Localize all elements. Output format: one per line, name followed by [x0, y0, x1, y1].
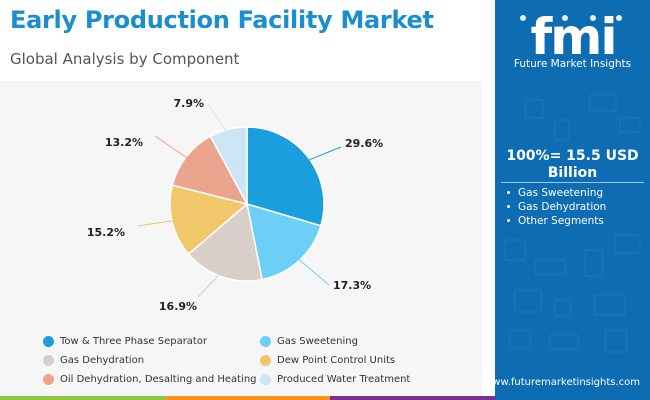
data-label-2: 16.9%	[159, 300, 197, 313]
logo-text: fmi	[531, 10, 616, 58]
legend-item-dew-point-control-units: Dew Point Control Units	[260, 355, 396, 366]
legend-label: Produced Water Treatment	[277, 374, 411, 385]
legend-item-produced-water-treatment: Produced Water Treatment	[260, 374, 411, 385]
segment-item: Other Segments	[503, 214, 606, 228]
logo-tagline: Future Market Insights	[513, 58, 632, 70]
legend-swatch	[43, 374, 54, 385]
legend-swatch	[260, 336, 271, 347]
legend-label: Oil Dehydration, Desalting and Heating	[60, 374, 257, 385]
legend-swatch	[260, 374, 271, 385]
website-link[interactable]: www.futuremarketinsights.com	[495, 377, 640, 388]
legend-label: Tow & Three Phase Separator	[60, 336, 208, 347]
data-label-3: 15.2%	[87, 226, 125, 239]
leader-line-4	[154, 135, 193, 163]
market-total-label: 100%= 15.5 USD Billion	[506, 148, 639, 181]
legend-item-tow-three-phase-separator: Tow & Three Phase Separator	[43, 336, 208, 347]
legend-label: Dew Point Control Units	[277, 355, 396, 366]
leader-line-1	[293, 254, 330, 286]
data-label-1: 17.3%	[333, 279, 371, 292]
sidebar: fmi Future Market Insights 100%= 15.5 US…	[495, 0, 650, 400]
legend-item-gas-dehydration: Gas Dehydration	[43, 355, 145, 366]
background-pattern	[504, 94, 641, 353]
legend-swatch	[43, 336, 54, 347]
bottom-bar-orange	[165, 396, 330, 400]
data-label-5: 7.9%	[173, 97, 204, 110]
leader-line-0	[302, 146, 342, 164]
bottom-bar-green	[0, 396, 165, 400]
bullet-icon	[507, 190, 510, 194]
leaf-icon	[520, 15, 526, 21]
figure-icon	[590, 15, 596, 21]
legend-swatch	[260, 355, 271, 366]
pie-slice-0	[246, 126, 325, 227]
legend-item-oil-dehydration: Oil Dehydration, Desalting and Heating	[43, 374, 257, 385]
market-total: 100%= 15.5 USD Billion	[495, 148, 650, 182]
segment-list: Gas Sweetening Gas Dehydration Other Seg…	[503, 186, 606, 228]
divider	[501, 182, 644, 183]
pie-slice-2	[187, 202, 264, 282]
pie-slice-3	[169, 184, 249, 256]
drop-icon	[562, 15, 568, 21]
legend-label: Gas Sweetening	[277, 336, 358, 347]
pie-chart: 29.6% 17.3% 16.9% 15.2% 13.2% 7.9%	[87, 97, 383, 313]
leader-line-5	[207, 103, 231, 138]
fmi-logo: fmi	[520, 10, 622, 58]
data-label-4: 13.2%	[105, 136, 143, 149]
page-subtitle: Global Analysis by Component	[10, 50, 240, 68]
pie-slice-1	[246, 202, 322, 281]
globe-icon	[616, 15, 622, 21]
bullet-icon	[507, 218, 510, 222]
legend-item-gas-sweetening: Gas Sweetening	[260, 336, 358, 347]
legend-swatch	[43, 355, 54, 366]
leader-line-3	[137, 219, 180, 227]
pie-slice-5	[209, 126, 248, 205]
legend-label: Gas Dehydration	[60, 355, 145, 366]
bottom-bar-purple	[330, 396, 495, 400]
leader-line-2	[197, 268, 225, 298]
page-title: Early Production Facility Market	[10, 6, 434, 34]
bullet-icon	[507, 204, 510, 208]
segment-item: Gas Dehydration	[503, 200, 606, 214]
data-label-0: 29.6%	[345, 137, 383, 150]
segment-item: Gas Sweetening	[503, 186, 606, 200]
bottom-bar-blue	[495, 396, 650, 400]
